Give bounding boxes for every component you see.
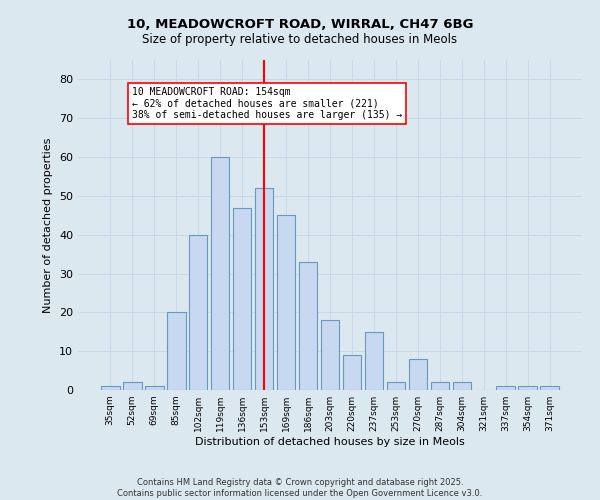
Bar: [320, 320, 340, 390]
Bar: [211, 157, 229, 390]
Bar: [452, 382, 471, 390]
Text: Size of property relative to detached houses in Meols: Size of property relative to detached ho…: [142, 32, 458, 46]
Bar: [518, 386, 537, 390]
Y-axis label: Number of detached properties: Number of detached properties: [43, 138, 53, 312]
Bar: [343, 355, 361, 390]
Text: Contains HM Land Registry data © Crown copyright and database right 2025.
Contai: Contains HM Land Registry data © Crown c…: [118, 478, 482, 498]
X-axis label: Distribution of detached houses by size in Meols: Distribution of detached houses by size …: [195, 437, 465, 447]
Bar: [123, 382, 142, 390]
Text: 10 MEADOWCROFT ROAD: 154sqm
← 62% of detached houses are smaller (221)
38% of se: 10 MEADOWCROFT ROAD: 154sqm ← 62% of det…: [132, 87, 403, 120]
Bar: [233, 208, 251, 390]
Bar: [541, 386, 559, 390]
Bar: [167, 312, 185, 390]
Bar: [145, 386, 164, 390]
Bar: [409, 359, 427, 390]
Text: 10, MEADOWCROFT ROAD, WIRRAL, CH47 6BG: 10, MEADOWCROFT ROAD, WIRRAL, CH47 6BG: [127, 18, 473, 30]
Bar: [299, 262, 317, 390]
Bar: [365, 332, 383, 390]
Bar: [386, 382, 405, 390]
Bar: [496, 386, 515, 390]
Bar: [101, 386, 119, 390]
Bar: [189, 234, 208, 390]
Bar: [255, 188, 274, 390]
Bar: [277, 216, 295, 390]
Bar: [431, 382, 449, 390]
